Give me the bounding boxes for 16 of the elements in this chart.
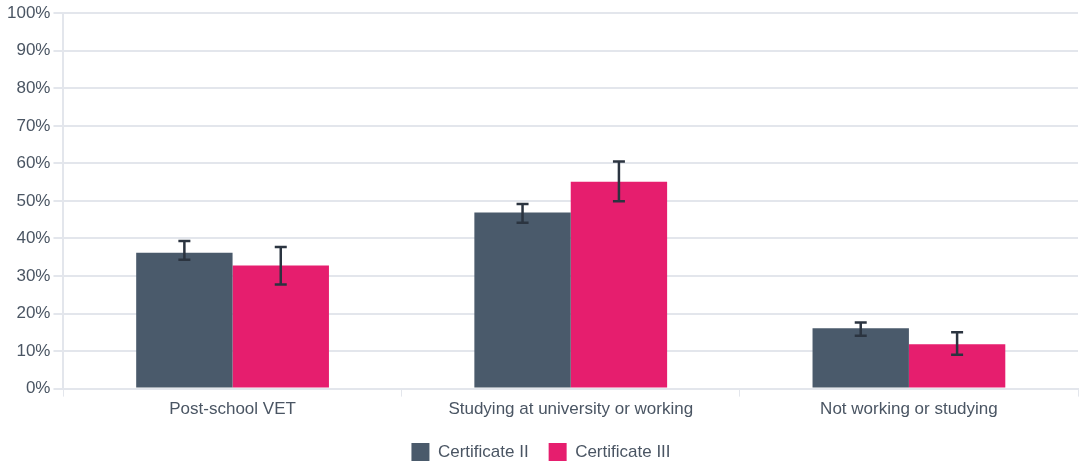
x-tick-label: Post-school VET — [169, 399, 296, 419]
y-tick-label: 90% — [16, 40, 51, 60]
y-tick-label: 20% — [16, 303, 51, 323]
x-tick-label: Studying at university or working — [448, 399, 694, 419]
x-tick-label: Not working or studying — [820, 399, 998, 419]
y-tick-label: 10% — [16, 340, 51, 360]
y-tick-label: 70% — [16, 115, 51, 135]
legend-label: Certificate II — [437, 441, 529, 461]
legend-label: Certificate III — [575, 441, 671, 461]
y-tick-label: 40% — [16, 228, 51, 248]
y-tick-label: 60% — [16, 153, 51, 173]
y-tick-label: 100% — [7, 2, 51, 22]
y-tick-label: 80% — [16, 77, 51, 97]
y-tick-label: 50% — [16, 190, 51, 210]
y-tick-label: 0% — [25, 378, 51, 398]
y-tick-label: 30% — [16, 265, 51, 285]
